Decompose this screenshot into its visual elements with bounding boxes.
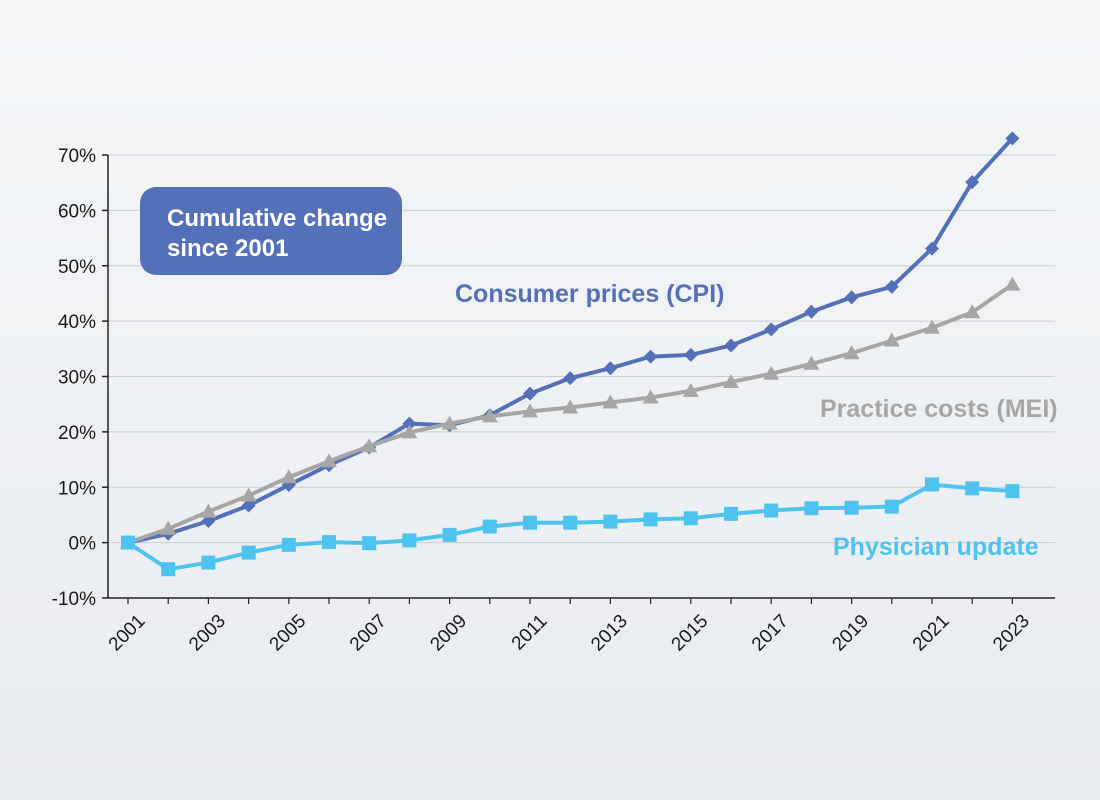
series-lines: [120, 131, 1021, 577]
data-point: [804, 501, 819, 516]
series-1: [120, 276, 1021, 549]
y-tick-label: 0%: [69, 534, 97, 555]
data-point: [563, 371, 578, 386]
data-point: [804, 304, 819, 319]
data-point: [322, 535, 336, 550]
series-label-mei: Practice costs (MEI): [820, 395, 1058, 423]
data-point: [401, 424, 418, 439]
data-point: [764, 322, 779, 337]
data-point: [240, 487, 257, 502]
x-tick-label: 2015: [668, 611, 713, 656]
annotation-box: Cumulative change since 2001: [140, 187, 402, 275]
data-point: [763, 365, 780, 380]
annotation-line-2: since 2001: [167, 235, 288, 262]
data-point: [682, 382, 699, 397]
data-point: [280, 469, 297, 484]
y-axis: -10% 0% 10% 20% 30% 40% 50% 60% 70%: [52, 146, 109, 610]
x-tick-label: 2019: [828, 611, 873, 656]
data-point: [843, 345, 860, 360]
series-2: [121, 477, 1020, 577]
data-point: [723, 374, 739, 389]
data-point: [764, 503, 779, 518]
x-tick-label: 2005: [266, 611, 311, 656]
series-label-physician: Physician update: [833, 533, 1039, 561]
annotation-background: [140, 187, 402, 275]
data-point: [724, 506, 738, 521]
data-point: [603, 514, 618, 529]
x-axis: 2001 2003 2005 2007 2009 2011 2013 2015 2017 2019…: [105, 597, 1055, 656]
data-point: [200, 503, 217, 518]
x-tick-label: 2007: [346, 611, 391, 656]
annotation-line-1: Cumulative change: [167, 205, 387, 232]
data-point: [683, 511, 698, 526]
y-tick-label: 60%: [58, 201, 96, 222]
data-point: [884, 279, 899, 294]
data-point: [924, 319, 940, 334]
data-point: [803, 355, 820, 370]
data-point: [1005, 131, 1020, 146]
data-point: [161, 562, 176, 577]
data-point: [844, 500, 859, 515]
data-point: [441, 415, 458, 430]
y-tick-label: -10%: [52, 589, 96, 610]
data-point: [964, 304, 981, 319]
data-point: [321, 453, 337, 468]
data-point: [1005, 484, 1020, 499]
data-point: [642, 389, 659, 404]
data-point: [1004, 276, 1021, 291]
data-point: [844, 290, 859, 305]
y-tick-label: 70%: [58, 146, 96, 167]
data-point: [361, 438, 378, 453]
series-label-cpi: Consumer prices (CPI): [455, 280, 725, 308]
data-point: [523, 515, 537, 530]
x-tick-label: 2023: [989, 611, 1034, 656]
data-point: [643, 349, 658, 364]
data-point: [965, 481, 980, 496]
x-tick-label: 2021: [909, 611, 954, 656]
x-tick-label: 2013: [587, 611, 632, 656]
data-point: [523, 386, 537, 401]
data-point: [442, 527, 457, 542]
data-point: [482, 519, 497, 534]
data-point: [201, 555, 216, 570]
data-point: [884, 499, 899, 514]
data-point: [925, 241, 939, 256]
data-point: [602, 394, 619, 409]
data-point: [522, 403, 538, 418]
data-point: [241, 498, 256, 513]
y-tick-label: 40%: [58, 312, 96, 333]
data-point: [402, 416, 417, 431]
data-point: [965, 175, 980, 190]
data-point: [281, 537, 296, 552]
x-tick-label: 2003: [185, 611, 230, 656]
y-tick-label: 10%: [58, 478, 96, 499]
data-point: [643, 512, 658, 527]
data-point: [925, 477, 939, 492]
data-point: [683, 347, 698, 362]
data-point: [121, 535, 135, 550]
data-point: [603, 361, 618, 376]
x-tick-label: 2017: [748, 611, 793, 656]
data-point: [563, 515, 578, 530]
data-point: [402, 533, 417, 548]
data-point: [362, 536, 377, 551]
data-point: [883, 332, 900, 347]
data-point: [160, 520, 177, 535]
data-point: [562, 399, 579, 414]
y-tick-label: 20%: [58, 423, 96, 444]
data-point: [481, 408, 498, 423]
x-tick-label: 2009: [426, 611, 471, 656]
y-tick-label: 30%: [58, 368, 96, 389]
x-tick-label: 2001: [105, 611, 150, 656]
data-point: [241, 545, 256, 560]
y-tick-label: 50%: [58, 257, 96, 278]
data-point: [724, 338, 738, 353]
x-tick-label: 2011: [508, 611, 552, 655]
